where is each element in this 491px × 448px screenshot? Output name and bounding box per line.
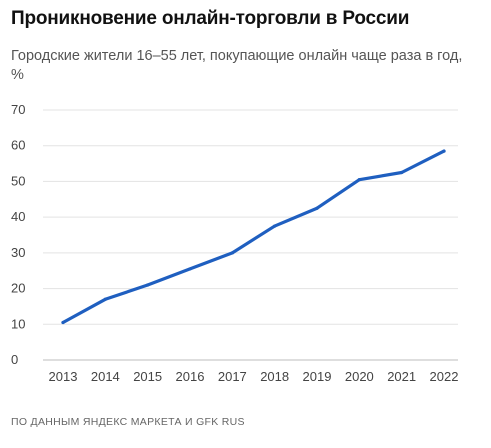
line-chart: 0 10 20 30 40 50 60 70 2013 2014 2015 2016 2017 2018 2… <box>11 102 459 384</box>
x-tick-label: 2021 <box>387 369 416 384</box>
source-note: ПО ДАННЫМ ЯНДЕКС МАРКЕТА И GFK RUS <box>11 416 245 428</box>
data-point <box>357 178 361 182</box>
data-point <box>146 283 150 287</box>
data-point <box>442 149 446 153</box>
y-tick-label: 60 <box>11 138 25 153</box>
y-tick-label: 40 <box>11 209 25 224</box>
x-tick-label: 2013 <box>49 369 78 384</box>
x-tick-label: 2018 <box>260 369 289 384</box>
data-point <box>230 251 234 255</box>
y-tick-label: 50 <box>11 173 25 188</box>
data-point <box>315 206 319 210</box>
y-tick-label: 30 <box>11 245 25 260</box>
y-tick-label: 0 <box>11 352 18 367</box>
x-tick-label: 2017 <box>218 369 247 384</box>
x-tick-label: 2015 <box>133 369 162 384</box>
x-tick-label: 2022 <box>430 369 459 384</box>
data-point <box>400 170 404 175</box>
data-point <box>273 224 277 228</box>
y-tick-label: 10 <box>11 316 25 331</box>
chart-title: Проникновение онлайн-торговли в России <box>11 8 410 29</box>
data-point <box>103 297 107 301</box>
data-point <box>61 320 65 325</box>
x-tick-label: 2016 <box>176 369 205 384</box>
chart-subtitle: Городские жители 16–55 лет, покупающие о… <box>11 48 463 83</box>
y-tick-label: 20 <box>11 281 25 296</box>
x-tick-label: 2019 <box>303 369 332 384</box>
y-tick-label: 70 <box>11 102 25 117</box>
data-point <box>188 267 192 271</box>
series-line <box>61 149 446 325</box>
x-tick-label: 2020 <box>345 369 374 384</box>
x-tick-label: 2014 <box>91 369 120 384</box>
